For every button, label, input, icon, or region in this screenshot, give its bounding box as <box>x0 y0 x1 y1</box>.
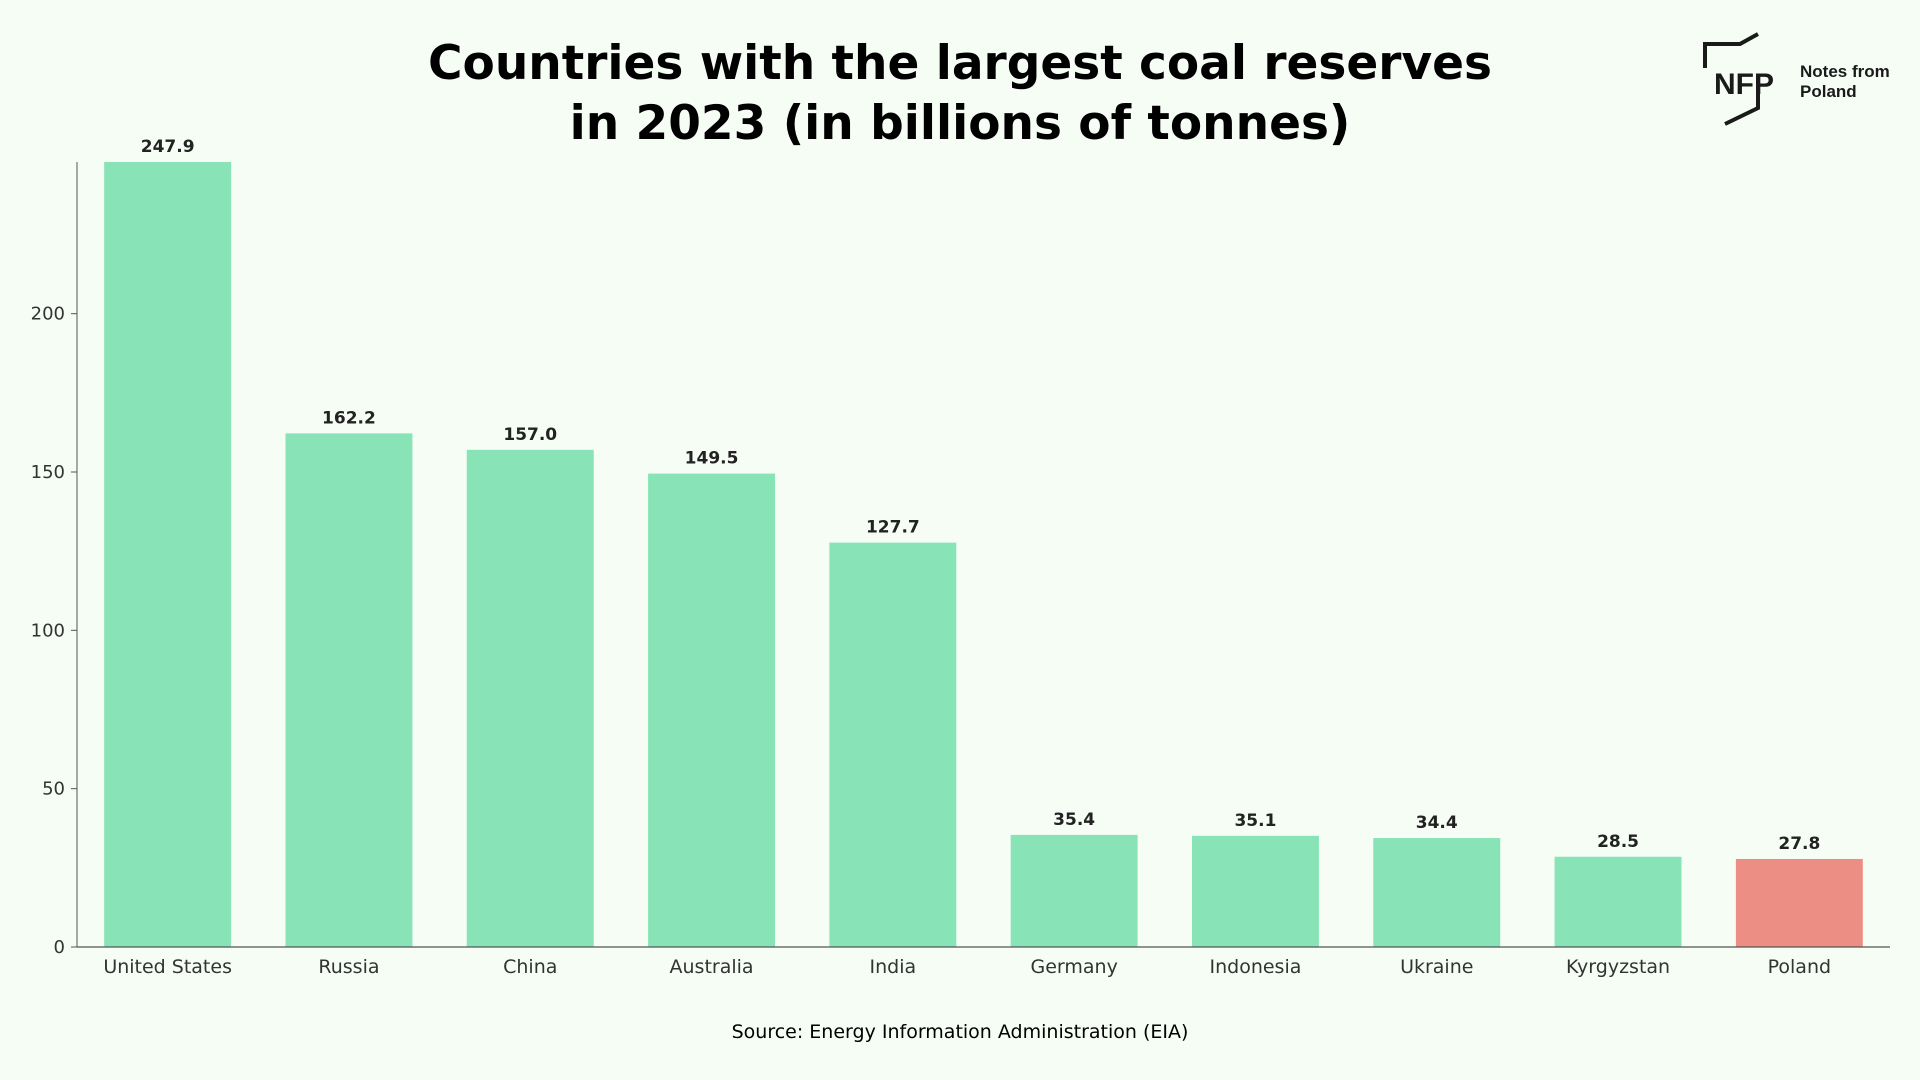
chart-title-line-1: Countries with the largest coal reserves <box>428 36 1492 91</box>
x-tick-label: Poland <box>1768 956 1831 978</box>
value-labels: 247.9 162.2 157.0 149.5 127.7 35.4 35.1 34.4 28.… <box>141 137 1821 854</box>
bar-value-label: 149.5 <box>685 449 739 469</box>
bar <box>285 433 413 947</box>
x-tick-label: Kyrgyzstan <box>1566 956 1670 978</box>
bar <box>1373 838 1501 947</box>
x-tick-label: United States <box>103 956 232 978</box>
nfp-logo-text: Notes from Poland <box>1800 62 1890 102</box>
bar-value-label: 34.4 <box>1416 813 1458 833</box>
bar-value-label: 162.2 <box>322 408 376 428</box>
x-tick-label: India <box>870 956 917 978</box>
bar <box>1554 856 1682 947</box>
bars <box>104 162 1863 947</box>
chart-title: Countries with the largest coal reserves… <box>0 34 1920 154</box>
bar-value-label: 35.1 <box>1234 811 1276 831</box>
x-tick-label: Indonesia <box>1210 956 1302 978</box>
y-tick-label: 150 <box>31 462 65 483</box>
bar <box>466 449 594 947</box>
bar-value-label: 247.9 <box>141 137 195 157</box>
bar-value-label: 27.8 <box>1778 834 1820 854</box>
nfp-logo-mark: NFP <box>1714 68 1774 101</box>
x-tick-label: Australia <box>670 956 754 978</box>
bar <box>1010 834 1138 947</box>
y-axis: 0 50 100 150 200 <box>31 162 78 958</box>
x-tick-label: Russia <box>318 956 379 978</box>
y-tick-label: 50 <box>42 779 65 800</box>
x-tick-label: Ukraine <box>1400 956 1473 978</box>
nfp-logo-name-line-2: Poland <box>1800 82 1857 101</box>
x-tick-label: China <box>503 956 557 978</box>
bar <box>648 473 776 947</box>
bar <box>104 162 232 947</box>
bar-value-label: 157.0 <box>503 425 557 445</box>
x-axis: United States Russia China Australia India Ge… <box>77 946 1890 978</box>
nfp-logo-name-line-1: Notes from <box>1800 62 1890 81</box>
bar-value-label: 127.7 <box>866 518 920 538</box>
y-tick-label: 100 <box>31 620 65 641</box>
bar <box>829 542 957 947</box>
bar <box>1735 858 1863 947</box>
bar-chart: 0 50 100 150 200 247.9 162.2 157.0 149.5 127.7 35… <box>31 137 1890 978</box>
y-tick-label: 0 <box>54 937 65 958</box>
bar-value-label: 35.4 <box>1053 810 1095 830</box>
nfp-logo-icon: NFP <box>1703 32 1774 126</box>
bar-value-label: 28.5 <box>1597 832 1639 852</box>
y-tick-label: 200 <box>31 304 65 325</box>
x-tick-label: Germany <box>1030 956 1117 978</box>
bar <box>1191 835 1319 947</box>
source-note: Source: Energy Information Administratio… <box>731 1021 1189 1043</box>
nfp-logo: NFP Notes from Poland <box>1700 30 1900 130</box>
chart-title-line-2: in 2023 (in billions of tonnes) <box>569 96 1351 151</box>
